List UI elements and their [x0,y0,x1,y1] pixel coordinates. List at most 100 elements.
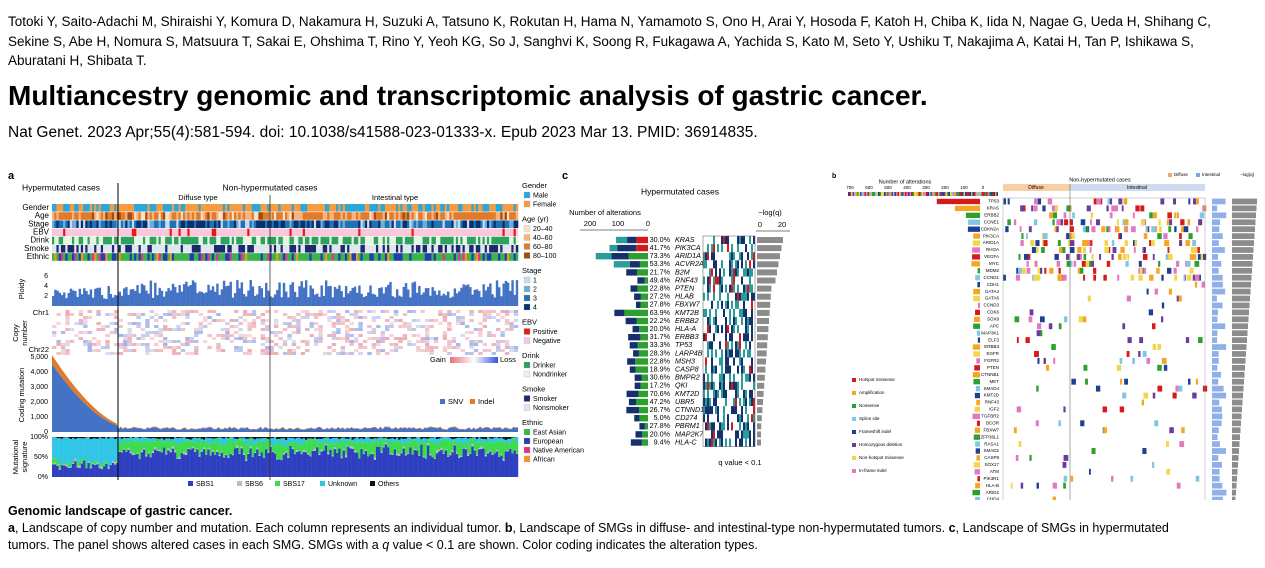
signature-segment [211,438,215,441]
signature-segment [140,441,144,451]
q-bar [1212,462,1222,468]
annotation-cell [158,253,162,261]
copy-number-cell [265,346,270,349]
alteration-bar [975,441,980,447]
gene-name: PIK3CA [983,233,999,238]
annotation-cell [191,236,195,245]
signature-segment [249,437,252,447]
signature-segment [247,437,250,439]
top-strip [941,192,943,196]
signature-segment [158,450,161,452]
matrix-cell [1138,274,1143,281]
matrix-cell [719,252,721,261]
annotation-cell [378,236,381,245]
annotation-cell [404,220,408,228]
matrix-cell [1160,316,1164,323]
annotation-cell [411,220,415,228]
matrix-cell [751,236,753,245]
signature-segment [251,437,255,439]
signature-segment [318,453,321,456]
matrix-cell [1190,267,1194,274]
annotation-cell [420,204,423,212]
annotation-cell [105,236,108,245]
annotation-cell [422,253,426,261]
matrix-cell [711,438,713,447]
signature-segment [231,454,235,456]
annotation-cell [94,253,97,261]
gene-name: MET [990,379,1000,384]
matrix-cell [715,430,717,439]
copy-number-cell [127,322,132,325]
matrix-cell [741,325,743,334]
annotation-cell [238,236,241,245]
matrix-cell [1037,198,1042,205]
annotation-cell [189,253,193,261]
matrix-cell [727,236,729,245]
annotation-cell [154,245,157,253]
signature-segment [364,449,368,452]
ploidy-bar [191,280,195,306]
annotation-cell [100,220,104,228]
signature-segment [96,462,99,465]
signature-segment [378,437,381,438]
matrix-cell [1142,448,1147,454]
copy-number-cell [482,316,488,319]
matrix-cell [1156,267,1160,274]
signature-segment [342,437,346,438]
copy-number-cell [429,349,434,352]
annotation-cell [100,245,104,253]
matrix-cell [709,341,711,350]
q-bar [1232,399,1243,406]
matrix-cell [715,325,717,334]
annotation-cell [89,228,93,237]
matrix-cell [747,373,749,382]
matrix-cell [743,430,745,439]
signature-segment [131,453,135,456]
ploidy-bar [269,296,272,306]
annotation-cell [169,236,173,245]
signature-segment [189,449,192,477]
signature-segment [185,438,188,441]
tick-label: 600 [865,185,873,190]
matrix-cell [747,349,749,358]
copy-number-cell [96,322,101,325]
matrix-cell [1083,274,1086,281]
annotation-cell [240,220,244,228]
q-bar [1232,489,1236,496]
matrix-cell [735,438,737,447]
copy-number-cell [313,322,319,325]
annotation-cell [509,236,512,245]
signature-segment [280,460,283,477]
signature-segment [58,437,62,439]
signature-segment [304,437,308,440]
annotation-cell [356,245,359,253]
matrix-cell [1003,274,1006,281]
matrix-cell [749,333,751,342]
group-label: Intestinal type [372,193,418,202]
annotation-cell [231,220,235,228]
annotation-cell [189,236,193,245]
matrix-cell [721,333,723,342]
copy-number-cell [260,352,266,355]
annotation-cell [269,245,272,253]
copy-number-cell [52,331,57,334]
annotation-cell [344,204,348,212]
annotation-cell [429,245,432,253]
q-bar [1212,358,1219,364]
signature-segment [134,437,137,441]
annotation-cell [111,253,115,261]
annotation-cell [402,220,406,228]
signature-segment [178,458,181,477]
q-bar [1232,385,1244,392]
annotation-cell [76,212,79,220]
annotation-cell [482,245,486,253]
matrix-cell [729,398,731,407]
signature-segment [384,444,388,477]
matrix-cell [1192,392,1197,399]
copy-number-cell [105,334,110,337]
annotation-cell [293,236,297,245]
copy-number-cell [309,325,314,328]
matrix-cell [719,260,721,269]
signature-segment [460,438,463,442]
annotation-cell [60,253,64,261]
